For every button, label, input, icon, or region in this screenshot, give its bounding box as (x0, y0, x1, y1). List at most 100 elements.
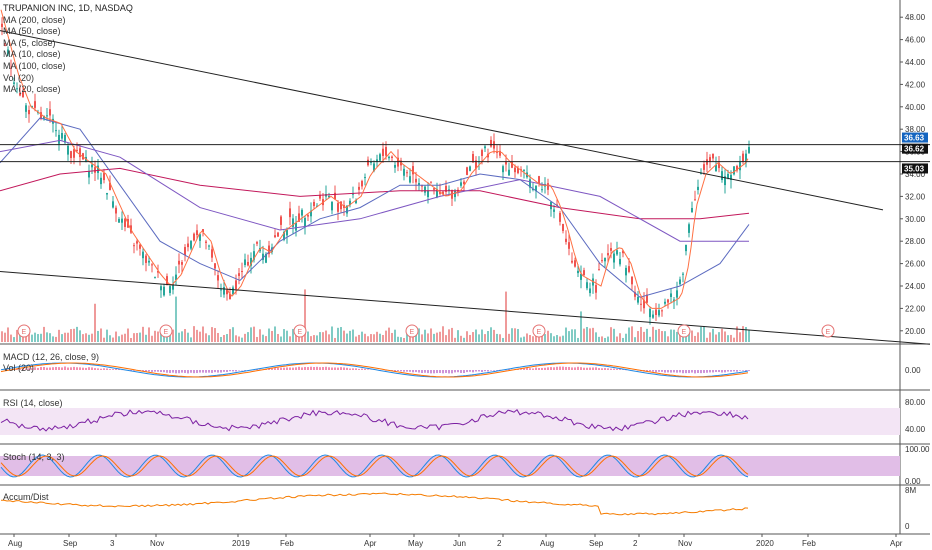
macd-pane-label[interactable]: MACD (12, 26, close, 9) (3, 352, 100, 362)
candle-body (649, 308, 651, 318)
volume-bar (55, 336, 57, 342)
macd-hist-bar (181, 370, 183, 373)
candle-body (250, 257, 252, 266)
volume-bar (271, 330, 273, 342)
macd-hist-bar (472, 370, 474, 373)
volume-bar (325, 330, 327, 342)
volume-bar (331, 326, 333, 342)
macd-hist-bar (148, 370, 150, 372)
candle-body (199, 234, 201, 241)
x-axis-label: Feb (802, 539, 816, 548)
volume-bar (676, 331, 678, 342)
volume-bar (361, 331, 363, 342)
macd-hist-bar (589, 367, 591, 370)
rsi-tick-label: 40.00 (905, 425, 926, 434)
candle-body (49, 109, 51, 116)
candle-body (355, 200, 357, 204)
candle-body (685, 244, 687, 252)
macd-hist-bar (520, 369, 522, 370)
volume-bar (556, 335, 558, 342)
volume-bar (301, 335, 303, 342)
legend-ma5[interactable]: MA (5, close) (3, 37, 56, 48)
legend-ma20[interactable]: MA (20, close) (3, 84, 61, 95)
volume-bar (670, 329, 672, 342)
volume-bar (337, 327, 339, 342)
volume-bar (256, 336, 258, 342)
volume-bar (310, 336, 312, 342)
candle-body (700, 173, 702, 175)
volume-bar (562, 335, 564, 342)
candle-body (61, 132, 63, 139)
candle-body (406, 172, 408, 174)
volume-bar (472, 332, 474, 342)
candle-body (715, 164, 717, 172)
macd-hist-bar (445, 370, 447, 373)
legend-ma50[interactable]: MA (50, close) (3, 26, 61, 37)
candle-body (424, 186, 426, 193)
macd-hist-bar (286, 367, 288, 370)
macd-hist-bar (58, 367, 60, 370)
macd-hist-bar (97, 368, 99, 370)
macd-hist-bar (712, 370, 714, 373)
legend-ma100[interactable]: MA (100, close) (3, 60, 66, 71)
volume-bar (289, 336, 291, 342)
macd-hist-bar (436, 370, 438, 374)
macd-hist-bar (493, 370, 495, 371)
macd-hist-bar (352, 368, 354, 370)
volume-bar (280, 336, 282, 342)
candle-body (40, 112, 42, 120)
candle-body (226, 289, 228, 295)
candle-body (562, 223, 564, 231)
volume-bar (718, 332, 720, 342)
candle-body (598, 269, 600, 271)
legend-ma200[interactable]: MA (200, close) (3, 14, 66, 25)
macd-hist-bar (667, 370, 669, 373)
vol-pane-label[interactable]: Vol (20) (3, 363, 35, 373)
macd-hist-bar (34, 367, 36, 370)
volume-bar (40, 333, 42, 342)
macd-hist-bar (664, 370, 666, 373)
candle-body (535, 185, 537, 192)
candle-body (436, 189, 438, 198)
macd-hist-bar (106, 368, 108, 370)
stoch-pane-label[interactable]: Stoch (14, 3, 3) (3, 452, 65, 462)
volume-bar (223, 334, 225, 342)
legend-vol[interactable]: Vol (20) (3, 72, 35, 83)
candle-body (604, 257, 606, 262)
x-axis-label: 3 (110, 539, 115, 548)
volume-bar (172, 329, 174, 342)
x-axis-label: Apr (890, 539, 903, 548)
macd-hist-bar (289, 367, 291, 370)
macd-hist-bar (523, 368, 525, 370)
candle-body (193, 233, 195, 241)
candle-body (364, 177, 366, 179)
candle-body (376, 159, 378, 162)
ad-pane-label[interactable]: Accum/Dist (3, 492, 49, 502)
macd-hist-bar (619, 369, 621, 370)
macd-hist-bar (16, 368, 18, 370)
macd-hist-bar (661, 370, 663, 372)
macd-hist-bar (268, 368, 270, 370)
legend-ma10[interactable]: MA (10, close) (3, 49, 61, 60)
rsi-pane-label[interactable]: RSI (14, close) (3, 398, 63, 408)
candle-body (319, 194, 321, 199)
volume-bar (313, 335, 315, 342)
volume-bar (613, 328, 615, 342)
macd-hist-bar (433, 370, 435, 374)
candle-body (394, 164, 396, 168)
volume-bar (124, 333, 126, 342)
volume-bar (442, 326, 444, 342)
candle-body (727, 173, 729, 179)
macd-hist-bar (448, 370, 450, 374)
candle-body (79, 148, 81, 158)
macd-hist-bar (442, 370, 444, 374)
candle-body (253, 251, 255, 260)
volume-bar (592, 327, 594, 342)
candle-body (709, 157, 711, 162)
macd-hist-bar (46, 367, 48, 370)
candle-body (553, 209, 555, 212)
volume-bar (13, 337, 15, 342)
volume-bar (241, 337, 243, 342)
macd-hist-bar (718, 370, 720, 373)
